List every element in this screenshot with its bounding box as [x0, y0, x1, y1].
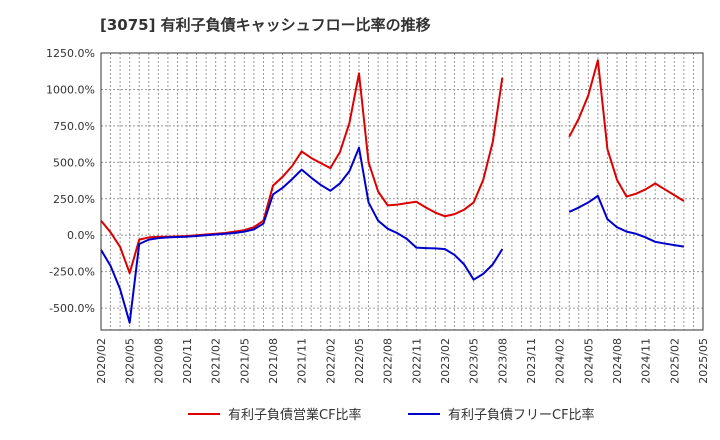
x-tick-label: 2023/02	[439, 338, 452, 384]
x-tick-label: 2020/08	[152, 338, 165, 384]
x-tick-label: 2025/02	[668, 338, 681, 384]
legend-item-1: 有利子負債営業CF比率	[188, 404, 362, 423]
x-tick-label: 2020/11	[181, 338, 194, 384]
series-lines	[100, 59, 685, 324]
y-tick-label: -250.0%	[49, 266, 95, 279]
x-tick-label: 2021/05	[238, 338, 251, 384]
x-tick-label: 2022/02	[324, 338, 337, 384]
legend-swatch	[408, 412, 440, 415]
x-tick-label: 2024/05	[582, 338, 595, 384]
chart-title: [3075] 有利子負債キャッシュフロー比率の推移	[100, 16, 431, 34]
y-tick-label: 250.0%	[53, 193, 95, 206]
legend-swatch	[188, 412, 220, 415]
x-tick-label: 2023/11	[525, 338, 538, 384]
y-tick-label: 1250.0%	[46, 47, 95, 60]
y-tick-label: -500.0%	[49, 302, 95, 315]
x-tick-label: 2025/05	[697, 338, 710, 384]
series-line-1	[100, 59, 685, 275]
series-line-2	[100, 146, 685, 324]
x-tick-label: 2024/11	[640, 338, 653, 384]
x-tick-label: 2021/02	[210, 338, 223, 384]
line-chart: 1250.0% 1000.0% 750.0% 500.0% 250.0% 0.0% -250…	[46, 47, 710, 384]
x-tick-label: 2024/08	[611, 338, 624, 384]
grid-lines	[100, 52, 704, 330]
legend-label: 有利子負債フリーCF比率	[448, 408, 595, 423]
x-tick-label: 2021/11	[296, 338, 309, 384]
x-tick-label: 2022/05	[353, 338, 366, 384]
x-tick-label: 2022/11	[410, 338, 423, 384]
x-tick-label: 2024/02	[554, 338, 567, 384]
legend-item-2: 有利子負債フリーCF比率	[408, 404, 595, 423]
plot-frame	[100, 52, 704, 331]
legend: 有利子負債営業CF比率 有利子負債フリーCF比率	[0, 404, 720, 426]
axis-ticks: 1250.0% 1000.0% 750.0% 500.0% 250.0% 0.0% -250…	[46, 47, 710, 384]
x-tick-label: 2023/08	[496, 338, 509, 384]
y-tick-label: 0.0%	[67, 229, 95, 242]
x-tick-label: 2023/05	[468, 338, 481, 384]
x-tick-label: 2020/02	[95, 338, 108, 384]
x-tick-label: 2021/08	[267, 338, 280, 384]
legend-label: 有利子負債営業CF比率	[228, 408, 362, 423]
x-tick-label: 2022/08	[382, 338, 395, 384]
x-tick-label: 2020/05	[124, 338, 137, 384]
y-tick-label: 750.0%	[53, 120, 95, 133]
y-tick-label: 1000.0%	[46, 83, 95, 96]
y-tick-label: 500.0%	[53, 156, 95, 169]
